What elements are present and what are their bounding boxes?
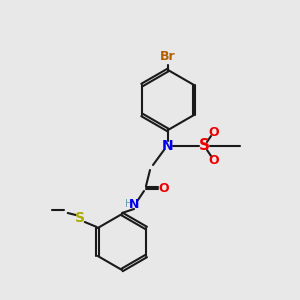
Text: O: O — [159, 182, 169, 194]
Text: N: N — [129, 197, 139, 211]
Text: O: O — [209, 125, 219, 139]
Text: O: O — [209, 154, 219, 166]
Text: S: S — [75, 211, 85, 225]
Text: S: S — [199, 139, 209, 154]
Text: N: N — [162, 139, 174, 153]
Text: Br: Br — [160, 50, 176, 63]
Text: H: H — [124, 199, 132, 209]
